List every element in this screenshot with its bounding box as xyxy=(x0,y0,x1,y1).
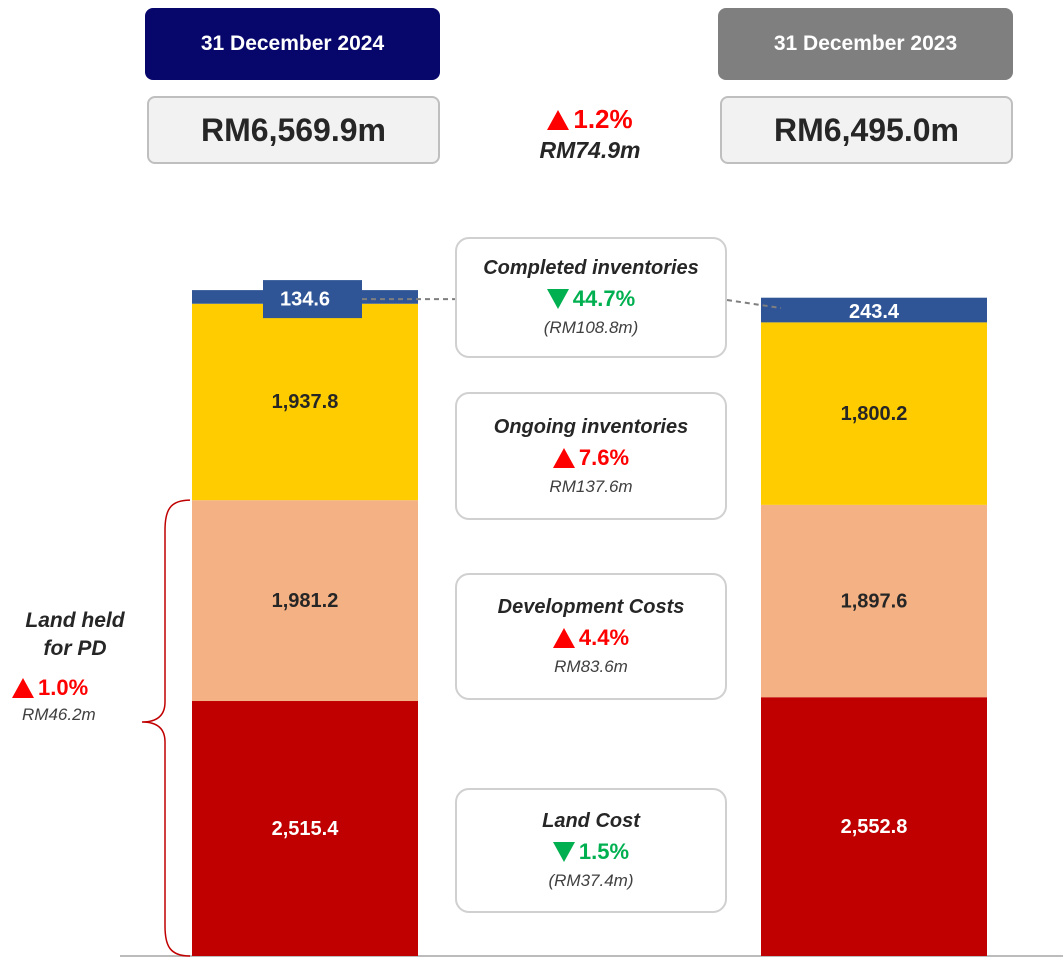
connector xyxy=(726,299,782,310)
change-percent-row: 4.4% xyxy=(457,625,725,651)
bar-segment xyxy=(761,697,987,956)
arrow xyxy=(546,289,569,309)
change-percent: 7.6% xyxy=(578,444,630,470)
series-change-box: Development Costs 4.4% RM83.6m xyxy=(455,573,727,700)
change-percent: 44.7% xyxy=(572,286,636,311)
series-change-amount: RM137.6m xyxy=(549,476,633,496)
bar-segment xyxy=(192,303,418,501)
bracket-label: Land held for PD xyxy=(25,609,125,660)
change-percent-row: 1.2% xyxy=(500,104,680,135)
series-change-box: Completed inventories 44.7% (RM108.8m) xyxy=(455,237,727,358)
series-name: Completed inventories xyxy=(483,257,699,279)
series-change-amount: RM83.6m xyxy=(554,657,628,676)
bracket-annotation: Land held for PD 1.0% RM46.2m xyxy=(0,607,150,725)
change-percent-row: 7.6% xyxy=(457,445,725,471)
value-label: 1,897.6 xyxy=(841,590,908,612)
bar-segment xyxy=(192,500,418,702)
date-header: 31 December 2024 xyxy=(145,8,440,80)
change-percent: 1.5% xyxy=(578,839,630,864)
value-label: 1,800.2 xyxy=(841,403,908,425)
bar-segment xyxy=(761,297,987,323)
value-label: 2,515.4 xyxy=(272,818,340,840)
value-label: 1,981.2 xyxy=(272,590,339,612)
arrow xyxy=(547,109,570,130)
bracket-amount: RM46.2m xyxy=(22,705,96,724)
arrow xyxy=(552,842,575,862)
change-percent: 1.0% xyxy=(38,675,89,700)
arrow-shape xyxy=(552,628,575,648)
change-percent: 1.2% xyxy=(573,104,633,134)
value-label: 134.6 xyxy=(280,288,330,310)
change-percent: 4.4% xyxy=(578,625,630,650)
arrow-shape xyxy=(552,447,575,468)
bar-segment xyxy=(761,504,987,698)
total-value: RM6,569.9m xyxy=(147,96,440,164)
arrow-shape xyxy=(552,842,575,862)
value-label: 2,552.8 xyxy=(841,816,908,838)
series-change-box: Ongoing inventories 7.6% RM137.6m xyxy=(455,392,727,520)
series-name: Land Cost xyxy=(542,810,640,832)
series-change-amount: (RM37.4m) xyxy=(548,871,634,890)
arrow xyxy=(12,678,34,698)
series-name: Development Costs xyxy=(497,596,685,618)
total-change: 1.2% RM74.9m xyxy=(500,104,680,164)
arrow-shape xyxy=(547,109,570,130)
arrow-shape xyxy=(12,678,34,698)
series-change-box: Land Cost 1.5% (RM37.4m) xyxy=(455,788,727,913)
bar-segment xyxy=(761,322,987,505)
change-percent-row: 1.5% xyxy=(457,839,725,865)
total-change-amount: RM74.9m xyxy=(539,137,641,163)
change-percent-row: 44.7% xyxy=(457,286,725,312)
bar-segment xyxy=(192,701,418,956)
series-name: Ongoing inventories xyxy=(493,415,689,438)
arrow xyxy=(552,447,575,468)
arrow-shape xyxy=(546,289,569,309)
value-label: 1,937.8 xyxy=(272,391,339,413)
date-header: 31 December 2023 xyxy=(718,8,1013,80)
bracket xyxy=(141,499,191,957)
label-background xyxy=(263,280,362,319)
total-value: RM6,495.0m xyxy=(720,96,1013,164)
arrow xyxy=(552,628,575,648)
value-label: 243.4 xyxy=(849,301,900,323)
series-change-amount: (RM108.8m) xyxy=(543,318,639,337)
change-percent-row: 1.0% xyxy=(0,675,150,701)
